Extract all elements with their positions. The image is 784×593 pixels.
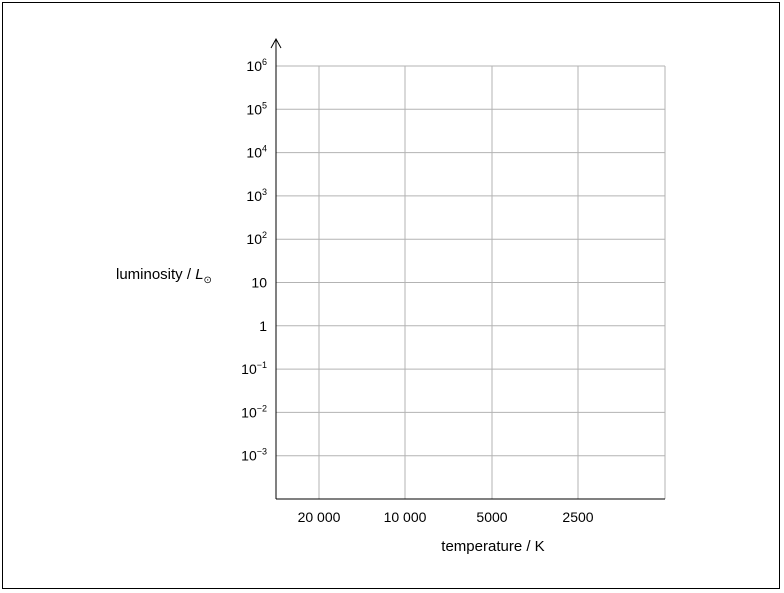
y-axis-arrowhead [270,37,282,49]
y-tick-base: 10 [241,404,257,420]
y-tick-base: 10 [241,448,257,464]
y-tick-base: 10 [246,231,262,247]
y-tick-label: 105 [246,100,267,117]
grid [276,65,666,499]
y-tick-base: 10 [246,145,262,161]
y-tick-exponent: 2 [262,230,267,240]
axes [270,37,665,500]
y-tick-base: 10 [246,188,262,204]
y-axis-label-symbol: L [195,266,203,283]
y-axis-label-subscript: ⊙ [204,275,212,286]
y-axis-label: luminosity / L⊙ [116,266,212,286]
y-tick-label: 10 [251,275,267,291]
y-tick-base: 10 [241,361,257,377]
y-tick-exponent: −1 [257,360,267,370]
y-tick-exponent: 4 [262,144,267,154]
y-tick-label: 10−2 [241,403,267,420]
y-tick-exponent: −2 [257,403,267,413]
y-tick-base: 10 [246,101,262,117]
x-tick-label: 5000 [476,509,507,525]
y-tick-label: 10−3 [241,447,267,464]
x-tick-label: 2500 [562,509,593,525]
x-tick-labels: 20 000 10 000 5000 2500 [298,509,594,525]
y-tick-label: 102 [246,230,267,247]
y-tick-base: 1 [259,318,267,334]
y-tick-base: 10 [246,58,262,74]
x-axis-label: temperature / K [441,538,544,555]
y-tick-exponent: −3 [257,447,267,457]
y-tick-label: 1 [259,318,267,334]
x-tick-label: 20 000 [298,509,341,525]
y-tick-label: 103 [246,187,267,204]
y-tick-label: 106 [246,57,267,74]
y-tick-label: 104 [246,144,267,161]
y-tick-label: 10−1 [241,360,267,377]
y-tick-exponent: 3 [262,187,267,197]
y-tick-base: 10 [251,275,267,291]
x-tick-label: 10 000 [384,509,427,525]
y-tick-exponent: 6 [262,57,267,67]
y-tick-exponent: 5 [262,100,267,110]
y-axis-label-prefix: luminosity / [116,266,195,283]
